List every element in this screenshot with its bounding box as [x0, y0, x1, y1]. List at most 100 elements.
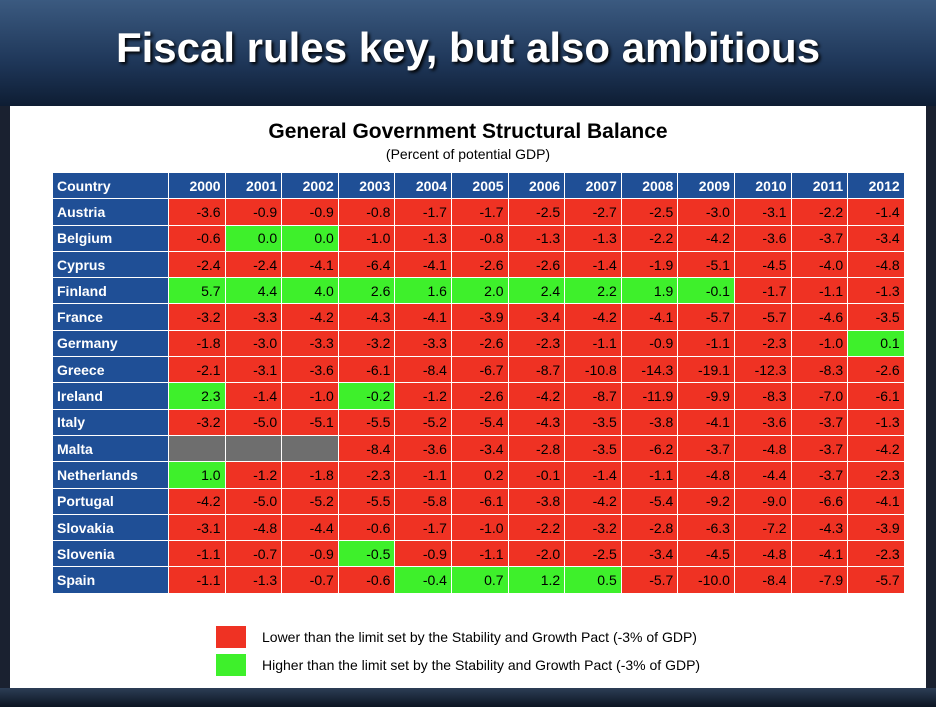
value-cell: -1.0 — [450, 513, 509, 542]
value-cell: -0.6 — [168, 224, 226, 252]
value-cell: -4.0 — [790, 250, 849, 279]
legend-swatch — [216, 654, 246, 676]
country-cell: Portugal — [52, 487, 169, 515]
value-cell: -1.4 — [564, 250, 622, 279]
value-cell: -4.6 — [790, 303, 849, 331]
value-cell: 1.2 — [507, 566, 566, 594]
value-cell: -8.4 — [733, 566, 792, 594]
value-cell: -19.1 — [677, 356, 735, 384]
value-cell: -11.9 — [620, 382, 679, 410]
country-cell: France — [52, 303, 169, 331]
legend-label: Lower than the limit set by the Stabilit… — [262, 629, 697, 645]
table-row: Malta -8.4 -3.6 -3.4 -2.8 -3.5 -6.2 -3.7 -4.8 -3.… — [52, 434, 905, 463]
value-cell: -3.2 — [337, 329, 396, 358]
country-cell: Greece — [52, 356, 169, 384]
value-cell: -4.5 — [677, 540, 735, 568]
value-cell: -0.6 — [337, 513, 396, 542]
slide-title: Fiscal rules key, but also ambitious — [115, 24, 821, 71]
value-cell: -2.4 — [168, 250, 226, 279]
value-cell: 0.0 — [224, 224, 283, 252]
value-cell: -2.3 — [847, 540, 905, 568]
table-row: Germany -1.8 -3.0 -3.3 -3.2 -3.3 -2.6 -2.3 -1.1-… — [52, 329, 905, 358]
value-cell: -3.9 — [847, 513, 905, 542]
table-row: France -3.2 -3.3 -4.2 -4.3 -4.1 -3.9 -3.4 -4.2 -4… — [52, 303, 905, 331]
value-cell: -4.2 — [564, 487, 622, 515]
value-cell: -6.3 — [677, 513, 735, 542]
value-cell: -1.4 — [564, 461, 622, 489]
value-cell: -3.6 — [394, 434, 452, 463]
country-cell: Spain — [52, 566, 169, 594]
column-header: 2006 — [507, 171, 566, 200]
value-cell: -1.1 — [450, 540, 509, 568]
footer-bar — [0, 688, 936, 707]
value-cell: -12.3 — [733, 356, 792, 384]
value-cell: -8.3 — [790, 356, 849, 384]
value-cell: -0.7 — [281, 566, 339, 594]
value-cell: -2.6 — [450, 382, 509, 410]
value-cell: 0.7 — [450, 566, 509, 594]
value-cell: -0.9 — [281, 540, 339, 568]
value-cell: -4.1 — [677, 408, 735, 436]
value-cell: -3.5 — [564, 408, 622, 436]
value-cell: -4.4 — [281, 513, 339, 542]
value-cell: 1.6 — [394, 277, 452, 305]
value-cell: -14.3 — [620, 356, 679, 384]
value-cell: -7.9 — [790, 566, 849, 594]
value-cell: -3.7 — [790, 461, 849, 489]
value-cell: -1.1 — [168, 540, 226, 568]
value-cell: -2.5 — [564, 540, 622, 568]
value-cell: -1.1 — [564, 329, 622, 358]
table-row: Slovenia -1.1 -0.7 -0.9 -0.5 -0.9 -1.1 -2.0 -2.5… — [52, 540, 905, 568]
column-header: 2010 — [733, 171, 792, 200]
column-header: 2009 — [677, 171, 735, 200]
value-cell: -1.8 — [168, 329, 226, 358]
value-cell: -5.4 — [450, 408, 509, 436]
value-cell: -5.2 — [394, 408, 452, 436]
value-cell: -8.3 — [733, 382, 792, 410]
column-header: 2001 — [224, 171, 283, 200]
value-cell: -4.8 — [847, 250, 905, 279]
value-cell: -3.2 — [564, 513, 622, 542]
value-cell: -6.1 — [337, 356, 396, 384]
column-header: 2004 — [394, 171, 452, 200]
value-cell: -5.5 — [337, 487, 396, 515]
value-cell: -6.2 — [620, 434, 679, 463]
column-header: 2007 — [564, 171, 622, 200]
value-cell: -8.4 — [394, 356, 452, 384]
value-cell: -0.8 — [450, 224, 509, 252]
value-cell: -2.2 — [620, 224, 679, 252]
value-cell: -2.3 — [337, 461, 396, 489]
country-cell: Italy — [52, 408, 169, 436]
table-row: Belgium -0.6 0.0 0.0 -1.0 -1.3 -0.8 -1.3 -1.3 -2.… — [52, 224, 905, 252]
value-cell: -4.3 — [790, 513, 849, 542]
country-cell: Cyprus — [52, 250, 169, 279]
value-cell: -8.7 — [507, 356, 566, 384]
value-cell: -4.8 — [224, 513, 283, 542]
country-cell: Finland — [52, 277, 169, 305]
value-cell: -1.3 — [564, 224, 622, 252]
value-cell: -1.0 — [337, 224, 396, 252]
value-cell: 2.4 — [507, 277, 566, 305]
value-cell: -5.2 — [281, 487, 339, 515]
value-cell: -3.6 — [733, 408, 792, 436]
value-cell: -5.7 — [847, 566, 905, 594]
legend-item: Lower than the limit set by the Stabilit… — [216, 626, 816, 650]
value-cell: -3.4 — [507, 303, 566, 331]
value-cell: -7.0 — [790, 382, 849, 410]
value-cell: -3.2 — [168, 303, 226, 331]
column-header: 2011 — [790, 171, 849, 200]
value-cell: -4.3 — [337, 303, 396, 331]
value-cell: -3.4 — [620, 540, 679, 568]
value-cell: -6.1 — [450, 487, 509, 515]
table-row: Greece -2.1 -3.1 -3.6 -6.1 -8.4 -6.7 -8.7 -10.8-… — [52, 356, 905, 384]
value-cell: -8.7 — [564, 382, 622, 410]
table-row: Netherlands 1.0 -1.2 -1.8 -2.3 -1.1 0.2 -0.1 -1.… — [52, 461, 905, 489]
column-header: 2008 — [620, 171, 679, 200]
value-cell: -4.1 — [847, 487, 905, 515]
value-cell: 2.2 — [564, 277, 622, 305]
value-cell: -4.2 — [847, 434, 905, 463]
value-cell: -4.2 — [168, 487, 226, 515]
value-cell: -3.3 — [224, 303, 283, 331]
legend-label: Higher than the limit set by the Stabili… — [262, 657, 701, 673]
column-header: 2012 — [847, 171, 905, 200]
